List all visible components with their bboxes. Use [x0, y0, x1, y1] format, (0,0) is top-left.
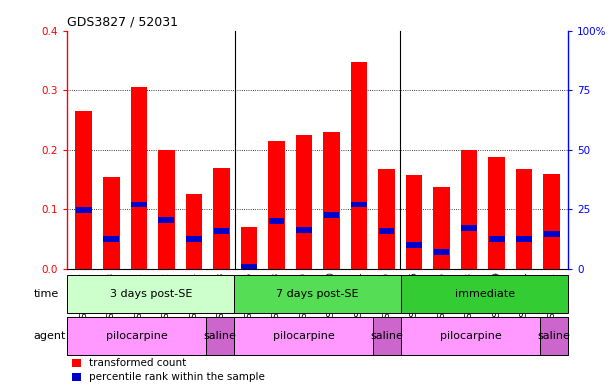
Text: GDS3827 / 52031: GDS3827 / 52031 [67, 15, 178, 28]
Bar [186, 194, 202, 269]
Bar [323, 132, 340, 269]
Text: pilocarpine: pilocarpine [273, 331, 335, 341]
Bar [406, 175, 422, 269]
Text: 3 days post-SE: 3 days post-SE [109, 289, 192, 299]
Bar [131, 87, 147, 269]
Bar [207, 317, 234, 355]
Bar [489, 236, 505, 242]
Bar [543, 174, 560, 269]
Bar [241, 227, 257, 269]
Bar [296, 135, 312, 269]
Bar [72, 373, 81, 381]
Bar [401, 317, 540, 355]
Bar [488, 157, 505, 269]
Bar [401, 275, 568, 313]
Text: saline: saline [204, 331, 236, 341]
Text: saline: saline [371, 331, 404, 341]
Bar [213, 228, 229, 234]
Bar [516, 169, 532, 269]
Bar [131, 202, 147, 207]
Bar [351, 62, 367, 269]
Bar [544, 231, 560, 237]
Bar [406, 242, 422, 248]
Bar [103, 236, 119, 242]
Bar [461, 150, 477, 269]
Bar [434, 249, 450, 255]
Text: pilocarpine: pilocarpine [440, 331, 502, 341]
Bar [379, 228, 394, 234]
Bar [76, 111, 92, 269]
Bar [241, 264, 257, 270]
Bar [296, 227, 312, 233]
Bar [324, 212, 339, 218]
Text: agent: agent [34, 331, 66, 341]
Text: pilocarpine: pilocarpine [106, 331, 167, 341]
Bar [540, 317, 568, 355]
Bar [234, 317, 373, 355]
Text: saline: saline [538, 331, 571, 341]
Bar [72, 359, 81, 366]
Bar [67, 275, 234, 313]
Bar [76, 207, 92, 214]
Bar [433, 187, 450, 269]
Bar [351, 202, 367, 207]
Text: percentile rank within the sample: percentile rank within the sample [89, 372, 265, 382]
Bar [158, 217, 174, 223]
Bar [378, 169, 395, 269]
Bar [461, 225, 477, 231]
Bar [234, 275, 401, 313]
Bar [373, 317, 401, 355]
Bar [158, 150, 175, 269]
Text: 7 days post-SE: 7 days post-SE [276, 289, 359, 299]
Bar [516, 236, 532, 242]
Bar [213, 168, 230, 269]
Bar [269, 218, 284, 224]
Bar [67, 317, 207, 355]
Bar [268, 141, 285, 269]
Bar [186, 236, 202, 242]
Text: transformed count: transformed count [89, 358, 186, 368]
Text: time: time [34, 289, 59, 299]
Bar [103, 177, 120, 269]
Text: immediate: immediate [455, 289, 515, 299]
